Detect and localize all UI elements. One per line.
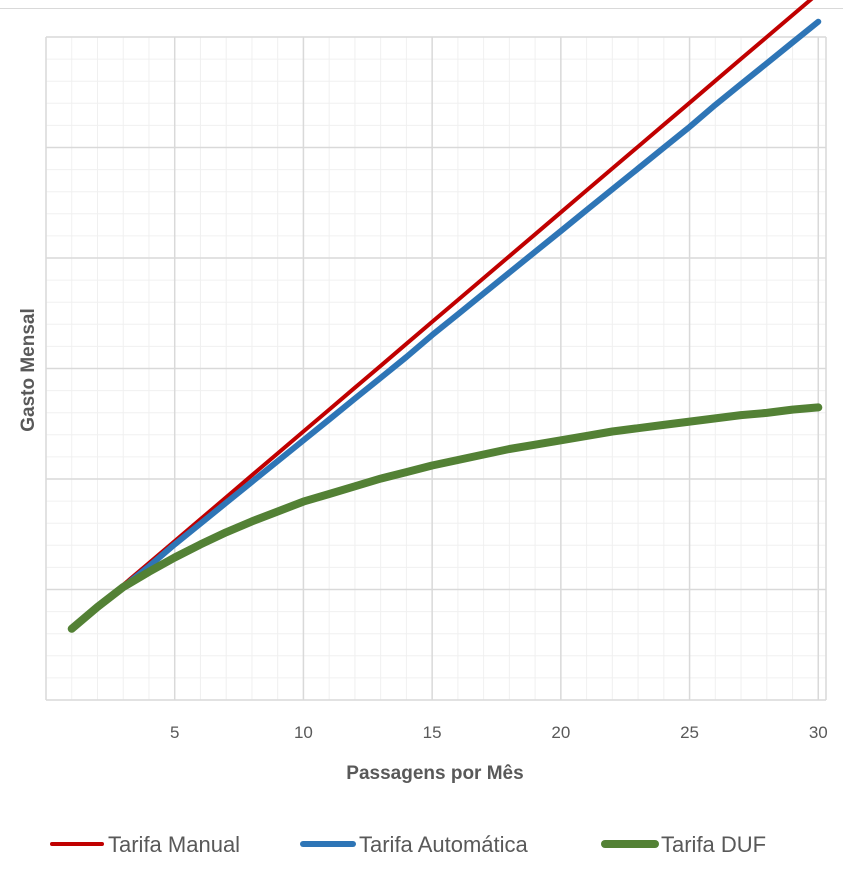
- series-layer: [67, 0, 823, 633]
- major-gridlines: [46, 36, 826, 700]
- x-tick-labels: 5 10 15 20 25 30: [170, 723, 828, 742]
- top-rule: [0, 8, 843, 9]
- axes: [45, 37, 827, 701]
- series-line-tarifa-autom-tica: [68, 18, 822, 632]
- x-tick-label: 20: [551, 723, 570, 742]
- series-line-tarifa-manual: [69, 0, 814, 631]
- x-tick-label: 10: [294, 723, 313, 742]
- legend-label: Tarifa Manual: [108, 832, 240, 857]
- legend-label: Tarifa Automática: [359, 832, 529, 857]
- x-tick-label: 30: [809, 723, 828, 742]
- x-tick-label: 5: [170, 723, 179, 742]
- x-tick-label: 25: [680, 723, 699, 742]
- y-axis-title: Gasto Mensal: [18, 308, 39, 432]
- x-axis-title: Passagens por Mês: [346, 763, 523, 784]
- series-line-tarifa-duf: [67, 403, 823, 633]
- legend: Tarifa Manual Tarifa Automática Tarifa DUF: [50, 832, 766, 857]
- legend-label: Tarifa DUF: [661, 832, 766, 857]
- x-tick-label: 15: [423, 723, 442, 742]
